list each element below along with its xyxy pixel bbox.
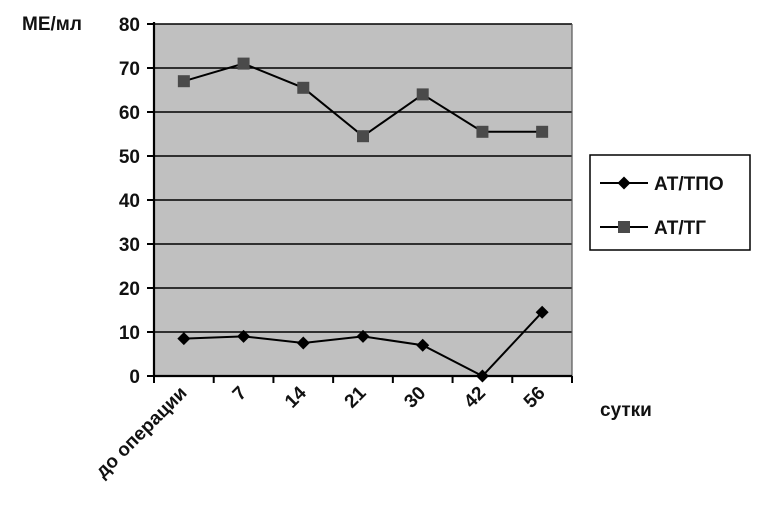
x-tick-label-1: 7 xyxy=(229,383,251,405)
y-tick-label-40: 40 xyxy=(119,191,140,212)
x-tick-label-0: до операции xyxy=(92,383,192,483)
y-tick-label-60: 60 xyxy=(119,103,140,124)
data-point-0-5 xyxy=(475,369,489,383)
y-tick-label-70: 70 xyxy=(119,59,140,80)
x-tick-label-5: 42 xyxy=(460,383,490,413)
y-tick-labels: 0 10 20 30 40 50 60 70 80 xyxy=(119,15,140,388)
x-tick-label-2: 14 xyxy=(281,382,311,412)
legend: АТ/ТПО АТ/ТГ xyxy=(589,154,751,251)
series-layer xyxy=(177,57,549,383)
x-tick-label-6: 56 xyxy=(520,383,550,413)
legend-label-at-tg: АТ/ТГ xyxy=(654,218,706,239)
y-tick-label-10: 10 xyxy=(119,323,140,344)
data-point-1-6 xyxy=(536,125,549,138)
data-point-0-6 xyxy=(535,305,549,319)
data-point-0-2 xyxy=(296,336,310,350)
data-point-0-3 xyxy=(356,329,370,343)
axes xyxy=(147,22,573,383)
legend-item-at-tpo: АТ/ТПО xyxy=(600,174,724,195)
data-point-0-1 xyxy=(237,329,251,343)
y-tick-label-0: 0 xyxy=(129,367,140,388)
x-axis-title: сутки xyxy=(600,400,652,421)
series-1 xyxy=(177,57,549,143)
y-tick-label-50: 50 xyxy=(119,147,140,168)
data-point-1-0 xyxy=(177,75,190,88)
y-tick-label-20: 20 xyxy=(119,279,140,300)
data-point-1-3 xyxy=(357,130,369,143)
data-point-1-1 xyxy=(237,57,250,70)
data-point-1-4 xyxy=(416,88,429,101)
x-tick-label-4: 30 xyxy=(400,383,430,413)
legend-box xyxy=(589,154,751,251)
gridlines xyxy=(154,23,573,376)
data-point-0-4 xyxy=(416,338,430,352)
series-0 xyxy=(177,305,549,383)
data-point-0-0 xyxy=(177,332,191,346)
y-tick-label-80: 80 xyxy=(119,15,140,36)
legend-marker-0 xyxy=(617,176,631,190)
x-tick-label-3: 21 xyxy=(341,382,371,412)
legend-item-at-tg: АТ/ТГ xyxy=(600,218,706,239)
data-point-1-2 xyxy=(297,81,310,94)
x-tick-labels: до операции 7 14 21 30 42 56 xyxy=(92,382,550,482)
y-axis-title: МЕ/мл xyxy=(22,14,82,35)
data-point-1-5 xyxy=(476,125,489,138)
legend-label-at-tpo: АТ/ТПО xyxy=(654,174,724,195)
y-tick-label-30: 30 xyxy=(119,235,140,256)
legend-marker-1 xyxy=(618,221,630,233)
